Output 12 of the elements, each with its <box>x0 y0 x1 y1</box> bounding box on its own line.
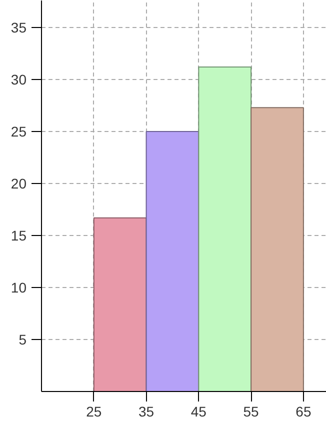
y-tick-label: 25 <box>10 124 27 140</box>
x-tick-label: 35 <box>138 404 154 420</box>
y-tick-label: 30 <box>10 72 27 88</box>
y-tick-label: 15 <box>10 228 27 244</box>
y-tick-label: 10 <box>10 280 27 296</box>
x-tick-label: 65 <box>296 404 312 420</box>
x-tick-label: 45 <box>190 404 207 420</box>
x-tick-label: 25 <box>86 404 102 420</box>
y-tick-label: 5 <box>18 332 27 348</box>
x-tick-label: 55 <box>243 404 260 420</box>
y-tick-label: 35 <box>10 20 27 36</box>
y-tick-label: 20 <box>10 176 27 192</box>
